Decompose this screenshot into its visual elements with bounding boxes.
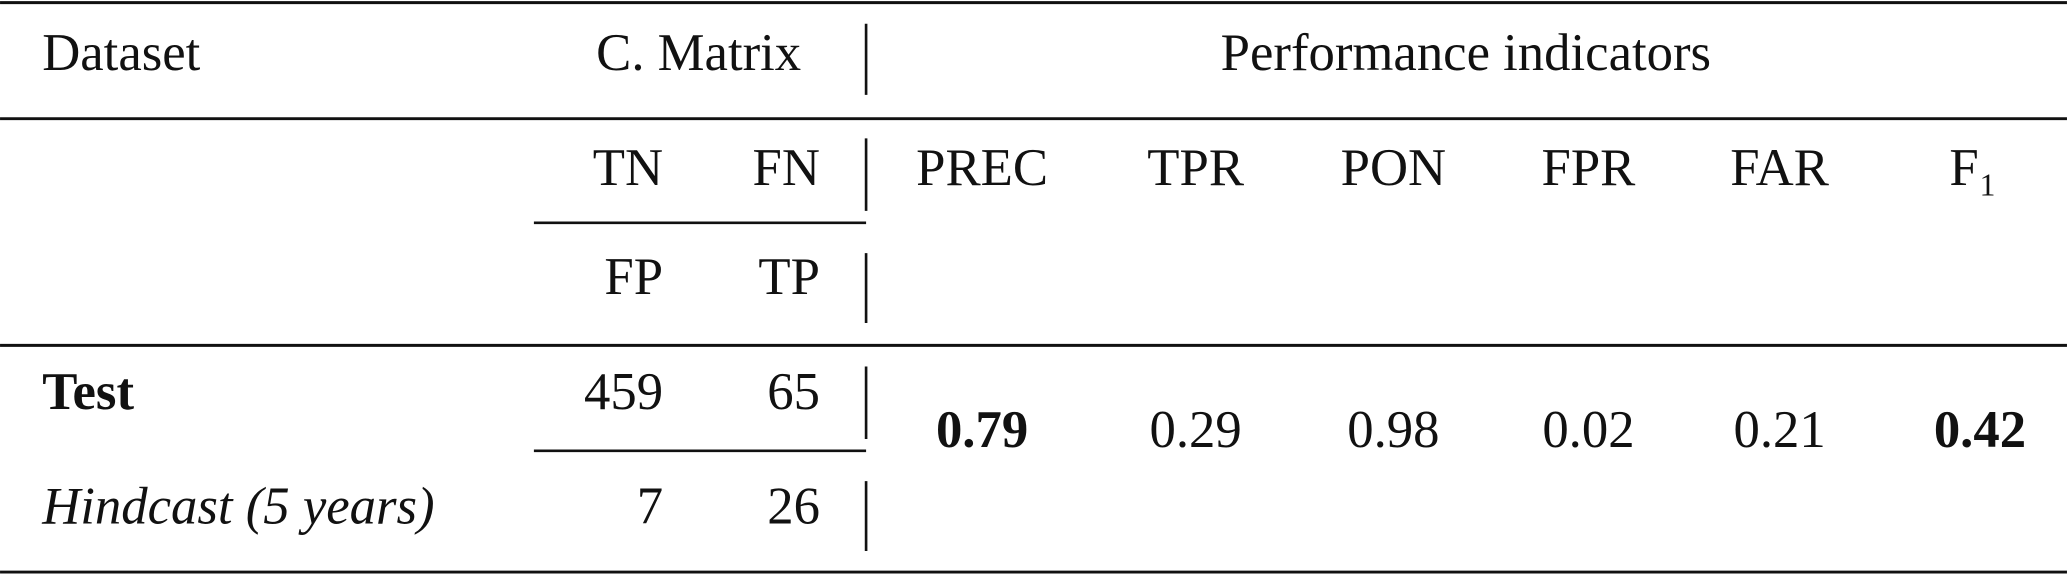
indicator-value: 0.79 xyxy=(936,401,1028,459)
matrix-cell: 459 xyxy=(584,363,663,421)
matrix-cell: 7 xyxy=(637,478,663,536)
indicator-label: FPR xyxy=(1542,139,1637,197)
indicator-label: F₁ xyxy=(1949,139,1997,197)
indicator-value: 0.02 xyxy=(1542,401,1634,459)
matrix-cell: 26 xyxy=(767,478,820,536)
header-cell: C. Matrix xyxy=(596,24,801,82)
indicator-label: TPR xyxy=(1147,139,1245,197)
header-cell: Performance indicators xyxy=(1221,24,1711,82)
indicator-label: PREC xyxy=(916,139,1048,197)
indicator-label: PON xyxy=(1341,139,1446,197)
header-cell: Dataset xyxy=(42,24,200,82)
matrix-label: FP xyxy=(604,248,663,306)
indicator-value: 0.29 xyxy=(1150,401,1242,459)
matrix-label: TP xyxy=(758,248,820,306)
row-name: Test xyxy=(42,363,134,421)
row-name: Hindcast (5 years) xyxy=(41,478,434,536)
matrix-cell: 65 xyxy=(767,363,820,421)
indicator-label: FAR xyxy=(1730,139,1829,197)
indicator-value: 0.98 xyxy=(1347,401,1439,459)
matrix-label: TN xyxy=(593,139,663,197)
matrix-label: FN xyxy=(753,139,820,197)
indicator-value: 0.21 xyxy=(1733,401,1825,459)
indicator-value: 0.42 xyxy=(1934,401,2026,459)
